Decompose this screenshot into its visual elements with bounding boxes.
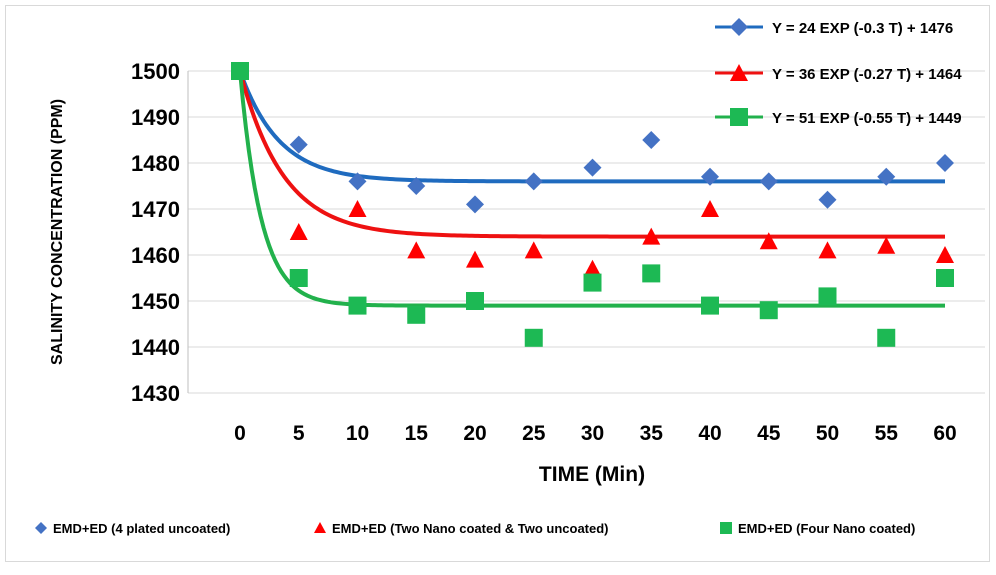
legend-2-label: EMD+ED (Two Nano coated & Two uncoated) — [332, 521, 609, 536]
series-3-point — [524, 328, 543, 347]
equation-1-text: Y = 24 EXP (-0.3 T) + 1476 — [772, 20, 953, 37]
series-2-point — [348, 200, 367, 217]
x-tick-label: 5 — [293, 422, 305, 445]
series-3-point — [407, 305, 426, 324]
axes: 1500 1490 1480 1470 1460 1450 1440 1430 0 5 10 15 20… — [49, 59, 957, 486]
series-1-point — [407, 177, 426, 195]
x-tick-label: 55 — [875, 422, 899, 445]
data-points — [231, 62, 954, 347]
x-axis-title: TIME (Min) — [539, 463, 645, 486]
x-tick-label: 35 — [640, 422, 664, 445]
series-2-point — [583, 259, 602, 277]
equation-1-marker — [730, 18, 748, 36]
series-2-point — [466, 250, 484, 268]
x-tick-label: 60 — [933, 422, 956, 445]
x-tick-label: 10 — [346, 422, 369, 445]
x-tick-label: 30 — [581, 422, 604, 445]
equation-2-marker — [730, 64, 748, 81]
series-2-point — [642, 227, 661, 245]
series-1-point — [466, 195, 484, 214]
chart-border — [5, 5, 990, 562]
series-2-point — [524, 241, 543, 259]
fit-equations: Y = 24 EXP (-0.3 T) + 1476 Y = 36 EXP (-0… — [715, 18, 962, 127]
series-1-point — [642, 131, 661, 149]
equation-3-marker — [730, 108, 748, 126]
legend: EMD+ED (4 plated uncoated) EMD+ED (Two Na… — [35, 521, 915, 536]
x-tick-label: 25 — [522, 422, 546, 445]
y-tick-label: 1450 — [131, 289, 180, 314]
y-tick-label: 1480 — [131, 151, 180, 176]
x-tick-label: 50 — [816, 422, 839, 445]
y-axis-title: SALINITY CONCENTRATION (PPM) — [49, 99, 66, 365]
series-3-point — [877, 328, 896, 347]
series-1-point — [701, 167, 719, 186]
x-tick-label: 0 — [234, 422, 246, 445]
series-2-point — [701, 200, 719, 217]
y-tick-label: 1470 — [131, 197, 180, 222]
series-3-point — [466, 292, 484, 310]
series-1-point — [289, 135, 308, 154]
y-tick-label: 1490 — [131, 105, 180, 130]
series-3-point — [289, 269, 308, 287]
x-tick-label: 40 — [698, 422, 721, 445]
y-tick-label: 1440 — [131, 335, 180, 360]
series-3-point — [583, 273, 602, 292]
series-1-point — [348, 172, 367, 191]
series-2-point — [289, 223, 308, 240]
legend-1-marker — [35, 522, 47, 534]
series-3-point — [936, 269, 954, 287]
x-tick-label: 15 — [405, 422, 429, 445]
series-3-point — [818, 287, 837, 306]
series-1-point — [877, 167, 896, 186]
series-2-point — [936, 246, 954, 263]
series-3-point — [642, 264, 661, 283]
equation-3-text: Y = 51 EXP (-0.55 T) + 1449 — [772, 110, 962, 127]
legend-1-label: EMD+ED (4 plated uncoated) — [53, 521, 230, 536]
series-1-point — [936, 154, 954, 172]
y-tick-label: 1430 — [131, 381, 180, 406]
series-2-point — [407, 241, 426, 259]
series-3-point — [701, 296, 719, 315]
series-1-point — [759, 172, 778, 191]
legend-2-marker — [314, 522, 326, 533]
series-2-point — [877, 236, 896, 254]
series-2-point — [759, 232, 778, 250]
fit-curve-2 — [238, 70, 945, 239]
series-3-point — [348, 296, 367, 315]
y-tick-label: 1460 — [131, 243, 180, 268]
series-1-point — [818, 190, 837, 209]
series-1-point — [524, 172, 543, 191]
legend-3-label: EMD+ED (Four Nano coated) — [738, 521, 915, 536]
series-3-point — [759, 301, 778, 320]
equation-2-text: Y = 36 EXP (-0.27 T) + 1464 — [772, 66, 962, 83]
series-3-point — [231, 62, 249, 80]
series-1-point — [583, 158, 602, 177]
x-tick-label: 20 — [463, 422, 486, 445]
legend-3-marker — [720, 522, 732, 534]
y-tick-label: 1500 — [131, 59, 180, 84]
x-tick-label: 45 — [757, 422, 781, 445]
series-2-point — [818, 241, 837, 259]
